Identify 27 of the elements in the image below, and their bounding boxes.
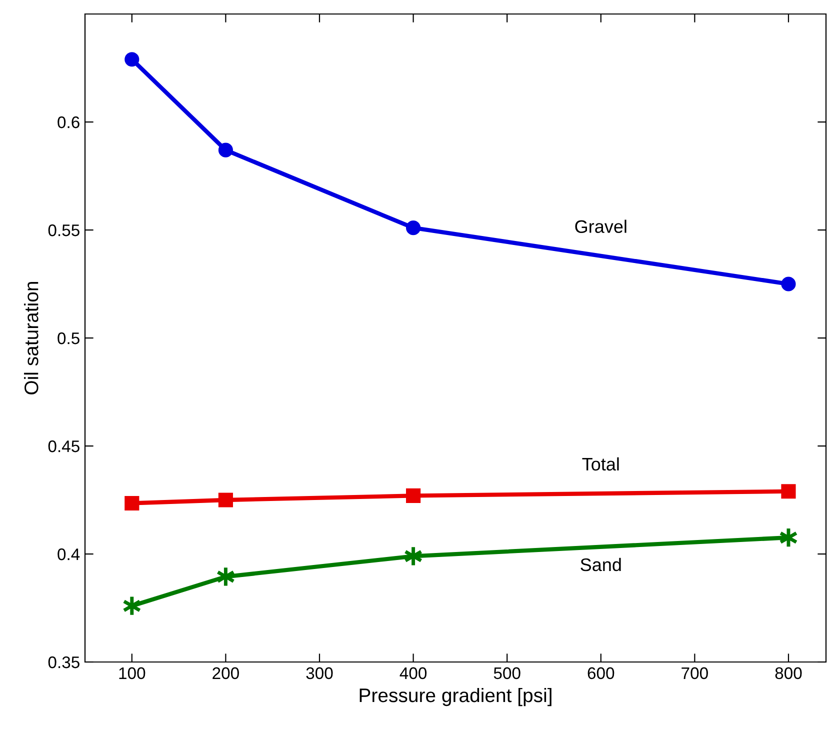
x-tick-label: 800 [775,667,802,680]
x-tick-label: 300 [306,667,333,680]
point [781,484,796,499]
x-tick-label: 200 [212,667,239,680]
y-tick-label: 0.55 [48,224,80,236]
y-tick-label: 0.45 [48,440,80,452]
x-tick-label: 100 [119,667,146,680]
y-tick-label: 0.4 [58,548,80,560]
x-axis-title: Pressure gradient [psi] [360,688,552,706]
y-tick-label: 0.6 [58,116,80,128]
y-tick-label: 0.5 [58,332,80,344]
x-tick-label: 400 [400,667,427,680]
point [218,492,233,508]
y-tick-label: 0.35 [48,656,80,668]
point [781,276,796,292]
point [406,488,421,503]
series-label: Gravel [575,220,626,233]
x-tick-label: 500 [494,667,520,680]
point [218,142,233,158]
point [124,52,140,67]
x-tick-label: 600 [588,667,614,680]
point [406,220,421,236]
series-label: Total [582,457,619,471]
point [124,496,140,511]
x-tick-label: 700 [682,667,708,680]
series-label: Sand [580,558,621,572]
y-axis-title: Oil saturation [24,282,38,394]
